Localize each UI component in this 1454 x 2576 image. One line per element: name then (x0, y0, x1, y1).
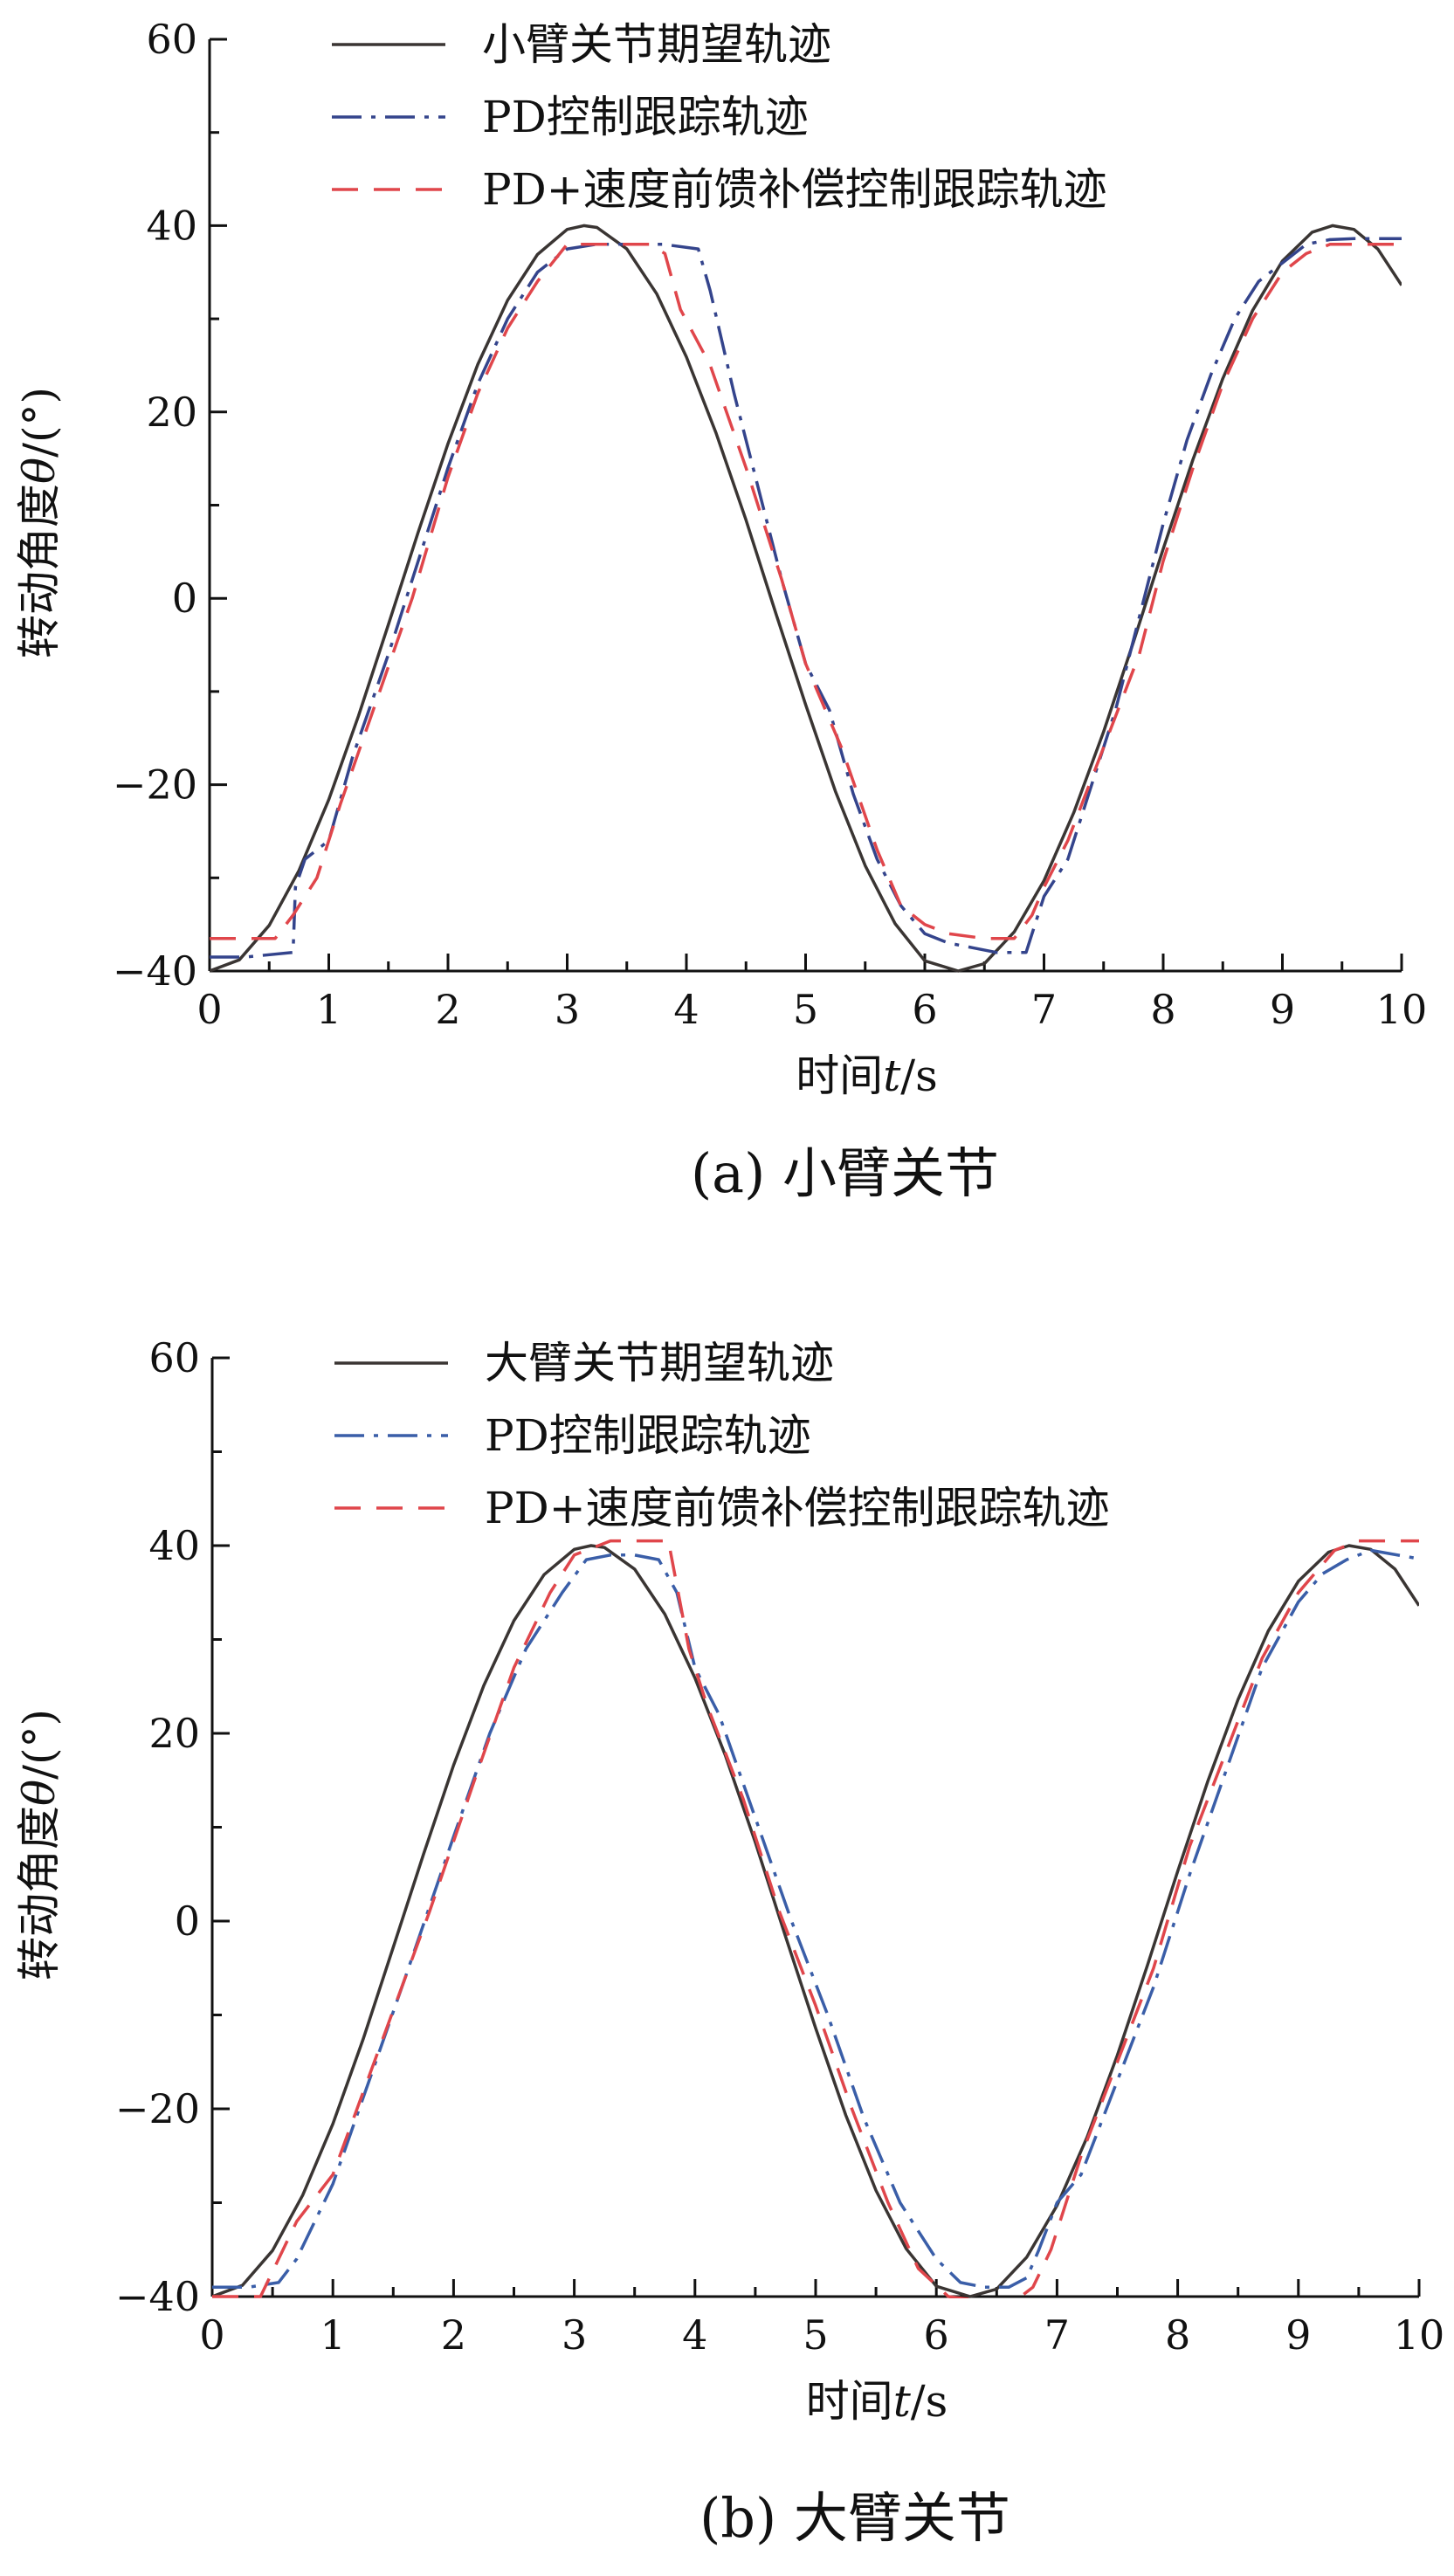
c1-x-tick-label: 4 (682, 2311, 707, 2359)
c1-x-tick-label: 7 (1044, 2311, 1070, 2359)
c1-series-line-0 (212, 1544, 1419, 2298)
c0-x-tick-label: 5 (793, 986, 818, 1033)
c0-x-axis-title: 时间t/s (796, 1050, 938, 1101)
c0-y-tick-label: −40 (113, 947, 197, 995)
c1-x-tick-label: 10 (1394, 2311, 1445, 2359)
c0-legend-label-0: 小臂关节期望轨迹 (482, 19, 831, 70)
c1-legend-label-1: PD控制跟踪轨迹 (485, 1410, 811, 1461)
c0-series-line-1 (210, 237, 1402, 959)
c0-x-tick-label: 3 (555, 986, 580, 1033)
c1-x-tick-label: 9 (1285, 2311, 1311, 2359)
c1-x-tick-label: 5 (803, 2311, 828, 2359)
c0-x-tick-label: 10 (1376, 986, 1428, 1033)
c1-x-tick-label: 2 (441, 2311, 466, 2359)
c1-y-axis-title: 转动角度θ/(°) (14, 1709, 65, 1980)
c1-y-tick-label: −40 (115, 2273, 200, 2320)
c0-y-tick-label: 0 (172, 575, 197, 622)
chart-a: −40 −20 0 20 40 60 0 1 2 3 4 5 6 7 8 9 10 小臂关节期望轨迹 PD控制跟踪轨… (14, 16, 1427, 1205)
c0-x-tick-label: 2 (435, 986, 460, 1033)
c1-y-tick-label: 40 (148, 1522, 200, 1569)
c1-y-tick-label: 60 (148, 1334, 200, 1381)
c1-series-line-2 (212, 1539, 1419, 2298)
c1-x-tick-label: 6 (924, 2311, 949, 2359)
c1-x-tick-label: 0 (199, 2311, 224, 2359)
c1-series-group (212, 1539, 1419, 2298)
c1-y-tick-label: 20 (148, 1710, 200, 1757)
c0-y-tick-label: 20 (146, 389, 197, 436)
c0-x-tick-label: 8 (1150, 986, 1175, 1033)
c0-x-tick-label: 4 (673, 986, 699, 1033)
c0-legend-label-1: PD控制跟踪轨迹 (482, 92, 809, 142)
c0-y-tick-label: 60 (146, 16, 197, 63)
c0-series-line-2 (210, 242, 1402, 940)
chart-b: −40 −20 0 20 40 60 0 1 2 3 4 5 6 7 8 9 10 大臂关节期望轨迹 PD控制跟踪轨… (14, 1334, 1444, 2550)
c1-series-line-1 (212, 1548, 1419, 2290)
c0-y-tick-label: −20 (113, 761, 197, 809)
c0-y-axis-title: 转动角度θ/(°) (14, 387, 65, 658)
c0-caption: (a) 小臂关节 (691, 1141, 999, 1205)
c1-legend-label-0: 大臂关节期望轨迹 (485, 1338, 834, 1388)
c0-series-line-0 (210, 224, 1402, 973)
c0-y-tick-label: 40 (146, 202, 197, 249)
c1-x-tick-label: 3 (562, 2311, 587, 2359)
c0-x-tick-label: 9 (1270, 986, 1295, 1033)
c0-x-tick-label: 1 (316, 986, 341, 1033)
c1-legend-label-2: PD+速度前馈补偿控制跟踪轨迹 (485, 1483, 1110, 1533)
c1-x-tick-label: 8 (1165, 2311, 1190, 2359)
c1-y-tick-label: 0 (175, 1898, 200, 1945)
c1-y-tick-label: −20 (115, 2085, 200, 2132)
c0-x-tick-label: 6 (912, 986, 937, 1033)
c1-x-tick-label: 1 (320, 2311, 346, 2359)
c0-x-tick-label: 7 (1031, 986, 1057, 1033)
c1-caption: (b) 大臂关节 (699, 2486, 1010, 2550)
c0-legend-label-2: PD+速度前馈补偿控制跟踪轨迹 (482, 164, 1107, 215)
c0-x-tick-label: 0 (196, 986, 222, 1033)
c0-series-group (210, 224, 1402, 973)
c1-x-axis-title: 时间t/s (806, 2376, 948, 2427)
